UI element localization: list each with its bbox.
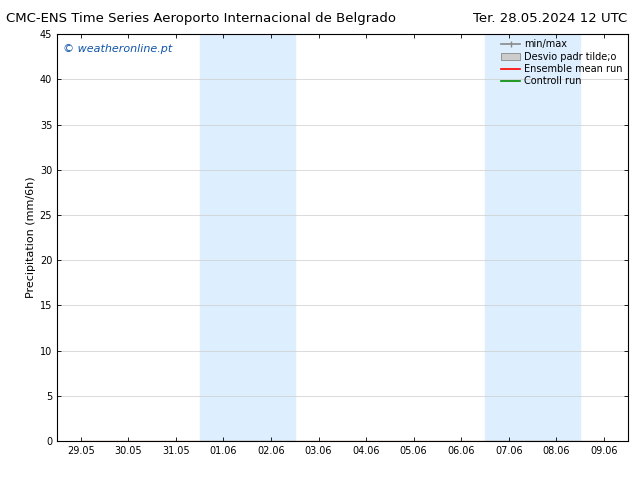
Bar bbox=[200, 34, 295, 441]
Legend: min/max, Desvio padr tilde;o, Ensemble mean run, Controll run: min/max, Desvio padr tilde;o, Ensemble m… bbox=[499, 37, 624, 88]
Text: © weatheronline.pt: © weatheronline.pt bbox=[63, 45, 172, 54]
Text: CMC-ENS Time Series Aeroporto Internacional de Belgrado: CMC-ENS Time Series Aeroporto Internacio… bbox=[6, 12, 396, 25]
Y-axis label: Precipitation (mm/6h): Precipitation (mm/6h) bbox=[25, 177, 36, 298]
Text: Ter. 28.05.2024 12 UTC: Ter. 28.05.2024 12 UTC bbox=[474, 12, 628, 25]
Bar bbox=[485, 34, 580, 441]
